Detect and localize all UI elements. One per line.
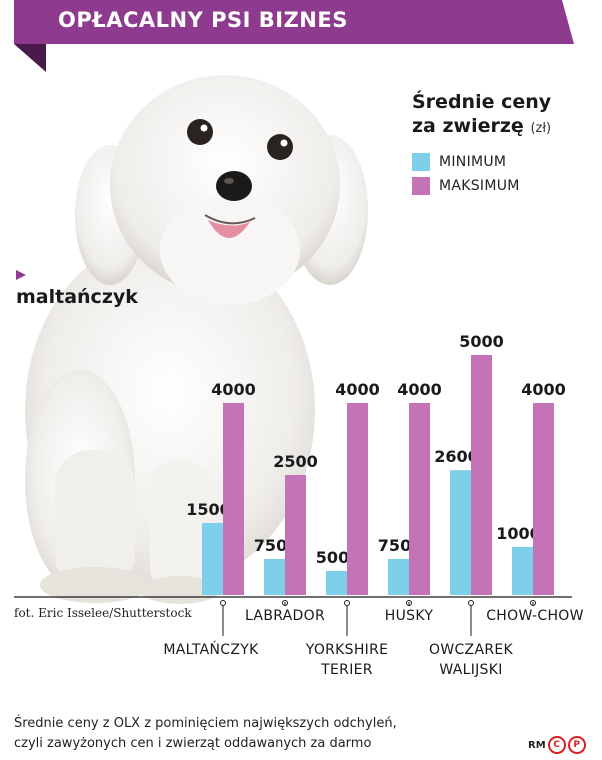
- photo-credit: fot. Eric Isselee/Shutterstock: [14, 606, 192, 620]
- footnote-line1: Średnie ceny z OLX z pominięciem najwięk…: [14, 716, 397, 731]
- brand-text: RM: [528, 739, 546, 751]
- legend-title-line2: za zwierzę: [412, 115, 524, 137]
- bar-minimum-labrador: [264, 559, 285, 595]
- value-label-maksimum-malta-czyk: 4000: [211, 380, 256, 399]
- value-label-minimum-malta-czyk: 1500: [186, 500, 231, 519]
- legend-title: Średnie ceny za zwierzę (zł): [412, 90, 551, 141]
- legend-swatch-maksimum: [412, 177, 430, 195]
- chart-category-labels: MALTAŃCZYK LABRADOR YORKSHIRE TERIER HUSKY OW…: [163, 608, 583, 678]
- category-label-owczarek-walijski-line1: OWCZAREK: [429, 642, 513, 658]
- header-ribbon: [14, 0, 574, 72]
- bar-minimum-malta-czyk: [202, 523, 223, 595]
- legend-unit: (zł): [530, 121, 552, 136]
- value-label-maksimum-husky: 4000: [397, 380, 442, 399]
- bar-minimum-yorkshire-terier: [326, 571, 347, 595]
- value-label-maksimum-labrador: 2500: [273, 452, 318, 471]
- bar-maksimum-chow-chow: [533, 403, 554, 595]
- brand-c: C: [547, 736, 566, 754]
- bar-minimum-chow-chow: [512, 547, 533, 595]
- category-label-husky: HUSKY: [385, 608, 434, 624]
- legend-item-maksimum: MAKSIMUM: [412, 176, 520, 196]
- value-label-maksimum-owczarek-walijski: 5000: [459, 332, 504, 351]
- bar-maksimum-labrador: [285, 475, 306, 595]
- legend-item-minimum: MINIMUM: [412, 152, 506, 172]
- category-label-labrador: LABRADOR: [245, 608, 325, 624]
- tick-mark: [220, 600, 226, 606]
- category-label-chow-chow: CHOW-CHOW: [486, 608, 584, 624]
- bar-maksimum-owczarek-walijski: [471, 355, 492, 595]
- triangle-marker-icon: [16, 270, 26, 280]
- footnote: Średnie ceny z OLX z pominięciem najwięk…: [14, 714, 494, 754]
- footnote-line2: czyli zawyżonych cen i zwierząt oddawany…: [14, 736, 372, 751]
- category-label-owczarek-walijski-line2: WALIJSKI: [439, 662, 502, 678]
- tick-mark: [468, 600, 474, 606]
- bar-maksimum-husky: [409, 403, 430, 595]
- legend-title-line1: Średnie ceny: [412, 91, 552, 113]
- legend-swatch-minimum: [412, 153, 430, 171]
- header-title: OPŁACALNY PSI BIZNES: [58, 8, 348, 32]
- maltese-dog-photo: [25, 75, 368, 604]
- category-label-yorkshire-terier-line1: YORKSHIRE: [305, 642, 389, 658]
- bar-maksimum-yorkshire-terier: [347, 403, 368, 595]
- legend-label-minimum: MINIMUM: [439, 154, 507, 170]
- header-banner: OPŁACALNY PSI BIZNES: [14, 0, 574, 72]
- photo-subject-label: maltańczyk: [16, 286, 138, 308]
- value-label-maksimum-chow-chow: 4000: [521, 380, 566, 399]
- legend-label-maksimum: MAKSIMUM: [439, 178, 520, 194]
- value-label-minimum-labrador: 750: [254, 536, 287, 555]
- bar-maksimum-malta-czyk: [223, 403, 244, 595]
- bar-minimum-husky: [388, 559, 409, 595]
- chart-bars: 1500 4000 750 2500 500 4000 750 4000 2600 5000 100…: [186, 332, 566, 595]
- bar-minimum-owczarek-walijski: [450, 470, 471, 595]
- value-label-maksimum-yorkshire-terier: 4000: [335, 380, 380, 399]
- chart-axis: [14, 596, 572, 636]
- value-label-minimum-yorkshire-terier: 500: [316, 548, 349, 567]
- tick-mark: [344, 600, 350, 606]
- chart-legend: Średnie ceny za zwierzę (zł) MINIMUM MAK…: [412, 90, 551, 195]
- brand-p: P: [567, 736, 586, 754]
- value-label-minimum-owczarek-walijski: 2600: [434, 447, 479, 466]
- brand-logo: RM C P: [528, 736, 586, 754]
- bar-chart: 1500 4000 750 2500 500 4000 750 4000 2600 5000 100…: [14, 332, 583, 678]
- value-label-minimum-husky: 750: [378, 536, 411, 555]
- value-label-minimum-chow-chow: 1000: [496, 524, 541, 543]
- category-label-malta-czyk: MALTAŃCZYK: [163, 640, 259, 658]
- category-label-yorkshire-terier-line2: TERIER: [320, 662, 373, 678]
